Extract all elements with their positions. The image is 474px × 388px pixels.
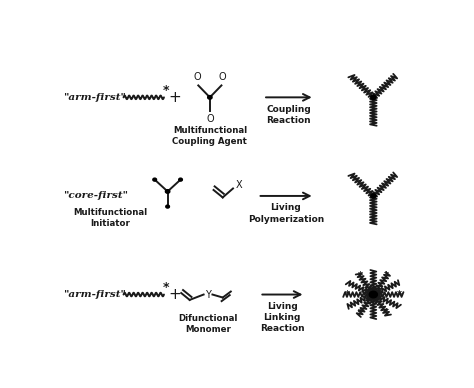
Circle shape	[208, 95, 212, 99]
Text: X: X	[236, 180, 242, 191]
Text: *: *	[384, 308, 389, 318]
Text: *: *	[163, 281, 169, 294]
Text: Multifunctional
Initiator: Multifunctional Initiator	[73, 208, 148, 228]
Text: Coupling
Reaction: Coupling Reaction	[266, 105, 311, 125]
Circle shape	[166, 205, 169, 208]
Text: Y: Y	[205, 289, 211, 300]
Text: *: *	[357, 308, 363, 318]
Text: Multifunctional
Coupling Agent: Multifunctional Coupling Agent	[173, 126, 247, 146]
Circle shape	[369, 291, 377, 298]
Text: "arm-first": "arm-first"	[63, 290, 126, 299]
Circle shape	[179, 178, 182, 181]
Text: *: *	[357, 271, 363, 281]
Circle shape	[371, 194, 376, 198]
Text: O: O	[193, 72, 201, 82]
Text: Living
Linking
Reaction: Living Linking Reaction	[260, 302, 304, 333]
Text: *: *	[163, 84, 169, 97]
Circle shape	[371, 95, 376, 99]
Text: *: *	[345, 289, 349, 300]
Text: "core-first": "core-first"	[63, 191, 128, 201]
Text: O: O	[219, 72, 227, 82]
Text: *: *	[397, 289, 402, 300]
Text: Living
Polymerization: Living Polymerization	[248, 203, 324, 223]
Circle shape	[153, 178, 156, 181]
Circle shape	[165, 190, 170, 193]
Text: O: O	[206, 114, 214, 124]
Text: *: *	[384, 271, 389, 281]
Text: +: +	[169, 287, 182, 302]
Text: "arm-first": "arm-first"	[63, 93, 126, 102]
Text: +: +	[169, 90, 182, 105]
Text: Difunctional
Monomer: Difunctional Monomer	[178, 314, 238, 334]
